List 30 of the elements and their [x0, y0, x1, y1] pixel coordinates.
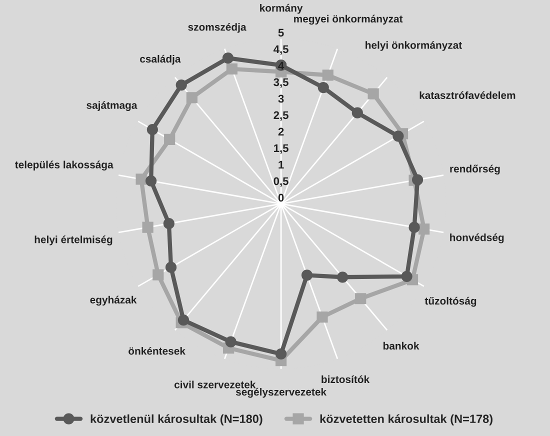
y-tick-label: 3,5: [274, 78, 288, 88]
y-tick-label: 1: [278, 160, 284, 169]
y-tick-label: 5: [278, 28, 284, 37]
spoke-label: kormány: [260, 4, 303, 14]
spoke-label: segélyszervezetek: [236, 388, 327, 398]
y-tick-label: 3: [278, 94, 284, 103]
y-tick-label: 4,5: [273, 45, 288, 55]
spoke-label: civil szervezetek: [174, 380, 256, 388]
y-tick-label: 0: [278, 194, 284, 202]
spoke-label: biztosítók: [322, 375, 370, 384]
spoke-label: település lakossága: [15, 160, 114, 170]
spoke-label: megyei önkormányzat: [294, 14, 403, 25]
spoke-label: sajátmaga: [86, 101, 138, 111]
spoke-label: egyházak: [90, 296, 137, 306]
legend-label: közvetetten károsultak (N=178): [320, 414, 492, 426]
legend-label: közvetlenül károsultak (N=180): [90, 414, 262, 426]
y-tick-label: 1,5: [274, 144, 288, 154]
spoke-label: családja: [140, 54, 181, 65]
spoke-label: rendőrség: [450, 164, 500, 175]
spoke-label: honvédség: [450, 233, 504, 244]
spoke-label: tűzoltóság: [424, 296, 476, 307]
spoke-label: önkéntesek: [128, 346, 186, 355]
spoke-label: szomszédja: [188, 23, 246, 33]
spoke-label: katasztrófavédelem: [420, 91, 516, 100]
spoke-label: helyi önkormányzat: [366, 41, 462, 51]
spoke-label: bankok: [383, 342, 420, 350]
y-tick-label: 2,5: [274, 111, 288, 121]
y-tick-label: 2: [278, 128, 284, 136]
y-tick-label: 0,5: [274, 177, 288, 187]
spoke-label: helyi értelmiség: [34, 236, 112, 246]
